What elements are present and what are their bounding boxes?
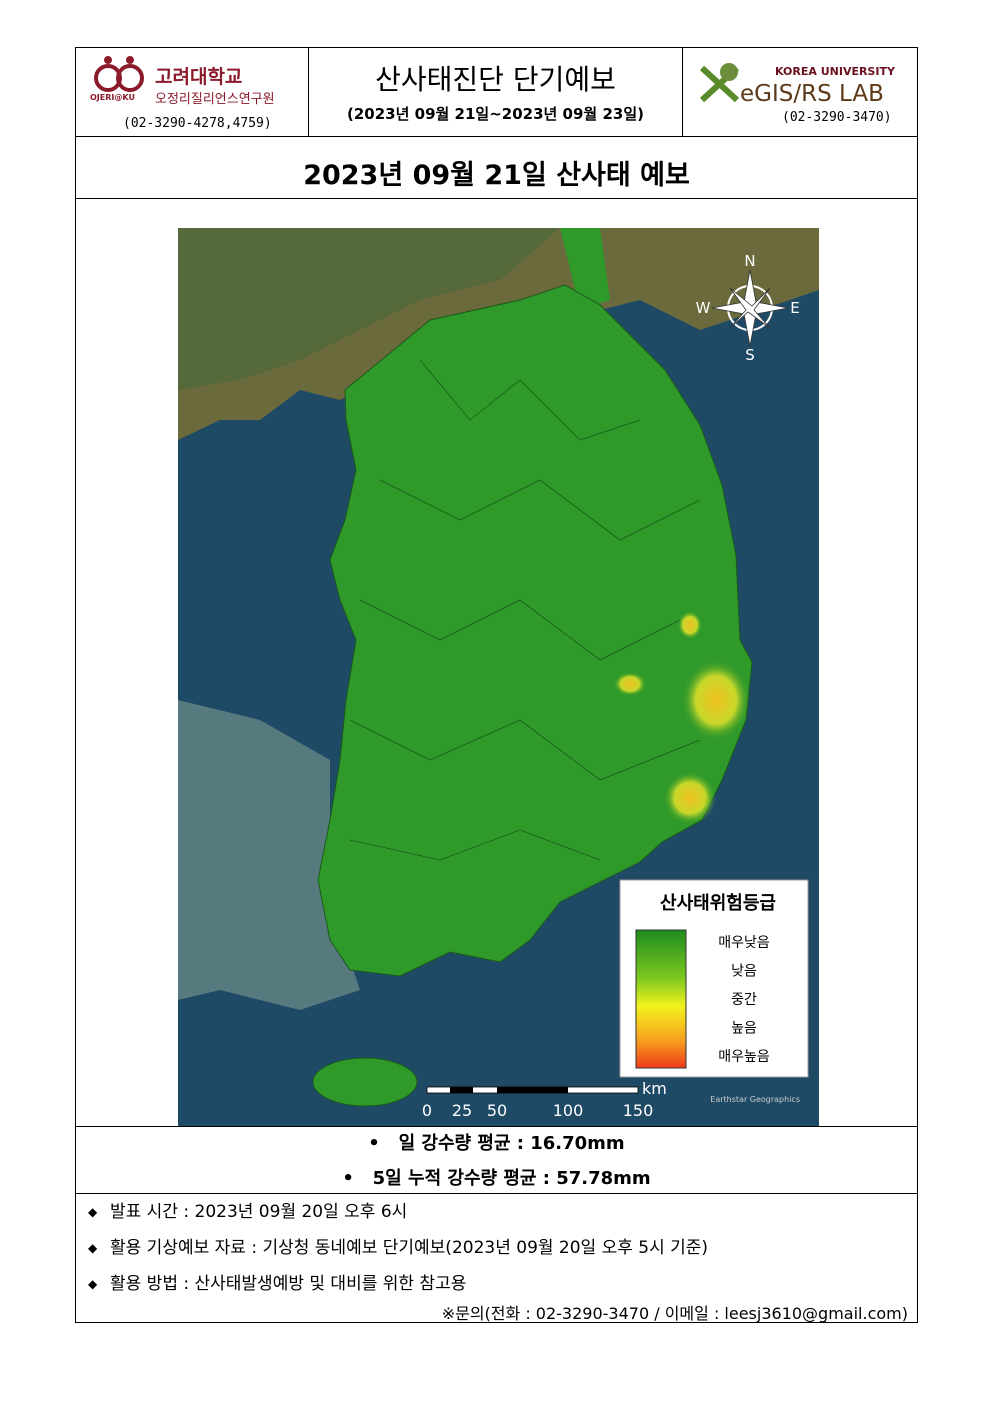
south-korea-land (317, 284, 753, 977)
contact: ※문의(전화 : 02-3290-3470 / 이메일 : leesj3610@… (441, 1304, 908, 1323)
attribution: Earthstar Geographics (710, 1095, 800, 1104)
lab-phone: (02-3290-3470) (782, 110, 892, 125)
lab-university: KOREA UNIVERSITY (775, 65, 895, 78)
rainfall-row (75, 1126, 918, 1194)
university-name: 고려대학교 (155, 66, 243, 88)
note-text: 활용 방법 : 산사태발생예방 및 대비를 위한 참고용 (110, 1274, 467, 1294)
note-text: 활용 기상예보 자료 : 기상청 동네예보 단기예보(2023년 09월 20일… (110, 1238, 709, 1258)
note-item: ◆ 발표 시간 : 2023년 09월 20일 오후 6시 (88, 1197, 407, 1222)
period: (2023년 09월 21일~2023년 09월 23일) (347, 105, 644, 123)
scale-label: 0 (422, 1101, 432, 1120)
rainfall-text: 5일 누적 강수량 평균 : 57.78mm (372, 1168, 651, 1189)
forecast-title: 2023년 09월 21일 산사태 예보 (303, 160, 690, 191)
doc-title: 산사태진단 단기예보 (375, 63, 616, 96)
legend-gradient (635, 929, 687, 1069)
legend-title: 산사태위험등급 (660, 892, 776, 914)
bullet: • (342, 1168, 373, 1189)
rainfall-item: • 5일 누적 강수량 평균 : 57.78mm (75, 1164, 918, 1190)
scale-label: 150 (623, 1101, 654, 1120)
compass-west: W (696, 299, 711, 317)
bullet: ◆ (88, 1241, 98, 1255)
title-row (75, 136, 918, 199)
note-text: 발표 시간 : 2023년 09월 20일 오후 6시 (110, 1202, 408, 1222)
district-borders (349, 359, 701, 861)
scale-label: 100 (553, 1101, 584, 1120)
logo-dot (104, 56, 112, 64)
note-item: ◆ 활용 기상예보 자료 : 기상청 동네예보 단기예보(2023년 09월 20… (88, 1233, 708, 1258)
risk-area (678, 611, 702, 639)
bullet: ◆ (88, 1205, 98, 1219)
logo-globe (720, 63, 738, 81)
note-item: ◆ 활용 방법 : 산사태발생예방 및 대비를 위한 참고용 (88, 1269, 466, 1294)
risk-area (664, 772, 716, 824)
gangwon-north (560, 228, 610, 310)
scale-label: 50 (487, 1101, 507, 1120)
institute-name: 오정리질리언스연구원 (155, 92, 275, 107)
jeju-island (312, 1057, 418, 1107)
lab-name: eGIS/RS LAB (740, 81, 884, 107)
lab-logo (699, 63, 740, 103)
scale-unit: km (642, 1079, 667, 1098)
risk-area (682, 660, 750, 740)
logo-text: OJERI@KU (90, 93, 135, 102)
logo-ring (116, 64, 144, 92)
logo-dot (126, 56, 134, 64)
legend-level: 낮음 (731, 964, 757, 980)
risk-area (614, 672, 646, 696)
logo-line (699, 65, 740, 103)
compass-south: S (745, 346, 755, 364)
northern-forest (178, 228, 560, 390)
bullet: ◆ (88, 1277, 98, 1291)
legend-level: 중간 (731, 992, 757, 1008)
legend-level: 매우낮음 (718, 935, 770, 951)
phone: (02-3290-4278,4759) (123, 116, 272, 131)
compass-east: E (790, 299, 799, 317)
rainfall-text: 일 강수량 평균 : 16.70mm (398, 1133, 625, 1154)
ojeri-logo (94, 56, 144, 92)
legend-level: 매우높음 (718, 1049, 770, 1065)
rainfall-item: • 일 강수량 평균 : 16.70mm (75, 1129, 918, 1155)
bullet: • (368, 1133, 399, 1154)
compass-rose (711, 269, 789, 347)
scale-bar (426, 1086, 639, 1094)
legend-level: 높음 (731, 1021, 757, 1037)
compass-north: N (744, 252, 755, 270)
tidal-flats (178, 700, 360, 1010)
scale-label: 25 (452, 1101, 472, 1120)
